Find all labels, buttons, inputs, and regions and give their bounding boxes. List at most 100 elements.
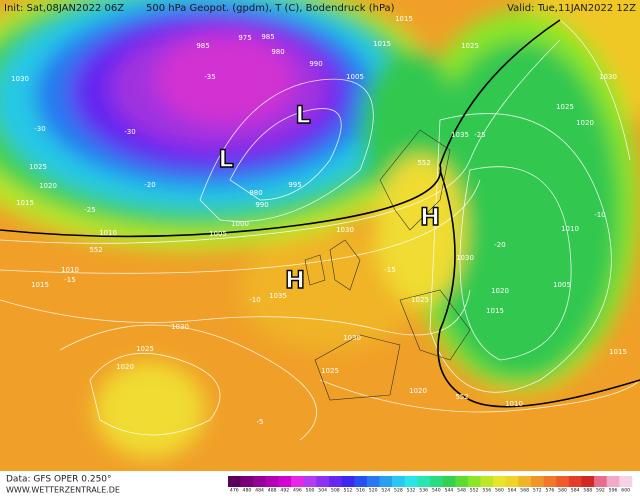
isobar-label: 985 (196, 42, 209, 50)
isobar-label: 1025 (556, 103, 574, 111)
temperature-label: -5 (257, 418, 264, 426)
colorbar-swatch (341, 476, 355, 487)
colorbar-label: 572 (533, 488, 542, 494)
isobar-label: 1015 (609, 348, 627, 356)
temperature-label: -30 (124, 128, 135, 136)
colorbar-swatch (543, 476, 557, 487)
valid-time: Valid: Tue,11JAN2022 12Z (507, 3, 636, 14)
colorbar-label: 484 (255, 488, 264, 494)
isobar-label: 1015 (16, 199, 34, 207)
colorbar-label: 492 (280, 488, 289, 494)
colorbar-swatch (291, 476, 305, 487)
colorbar-label: 516 (356, 488, 365, 494)
colorbar-label: 564 (508, 488, 517, 494)
colorbar-label: 568 (520, 488, 529, 494)
isobar-label: 1035 (269, 292, 287, 300)
site-url: WWW.WETTERZENTRALE.DE (6, 486, 120, 495)
isobar-label: 1025 (321, 367, 339, 375)
isobar-label: 1010 (61, 266, 79, 274)
isobar-label: 995 (288, 181, 301, 189)
colorbar-swatch (228, 476, 241, 487)
isobar-label: 985 (261, 33, 274, 41)
colorbar-label: 528 (394, 488, 403, 494)
temperature-label: -10 (249, 296, 260, 304)
height-label: 552 (89, 246, 102, 254)
colorbar-label: 508 (331, 488, 340, 494)
height-label: 552 (417, 159, 430, 167)
colorbar-swatch (240, 476, 254, 487)
colorbar-swatch (404, 476, 418, 487)
colorbar-label: 476 (230, 488, 239, 494)
height-label: 552 (455, 393, 468, 401)
isobar-label: 1015 (395, 15, 413, 23)
isobar-label: 1030 (456, 254, 474, 262)
colorbar-swatch (455, 476, 469, 487)
temperature-label: -25 (84, 206, 95, 214)
isobar-label: 990 (309, 60, 322, 68)
isobar-label: 1020 (409, 387, 427, 395)
colorbar-swatch (568, 476, 582, 487)
isobar-label: 1010 (99, 229, 117, 237)
colorbar-label: 496 (293, 488, 302, 494)
colorbar-swatch (619, 476, 633, 487)
isobar-label: 1030 (11, 75, 29, 83)
colorbar-label: 504 (318, 488, 327, 494)
isobar-label: 1020 (576, 119, 594, 127)
colorbar-swatch (316, 476, 330, 487)
isobar-label: 980 (271, 48, 284, 56)
isobar-label: 1030 (336, 226, 354, 234)
isobar-label: 1030 (171, 323, 189, 331)
colorbar-swatch (594, 476, 608, 487)
isobars (0, 19, 640, 441)
colorbar-label: 560 (495, 488, 504, 494)
isobar-label: 1025 (461, 42, 479, 50)
temperature-label: -15 (64, 276, 75, 284)
colorbar-label: 600 (621, 488, 630, 494)
isobar-label: 1005 (346, 73, 364, 81)
isobar-label: 1025 (136, 345, 154, 353)
isobar-label: 1015 (486, 307, 504, 315)
isobar-label: 1010 (505, 400, 523, 408)
colorbar-swatch (329, 476, 342, 487)
temperature-label: -25 (474, 131, 485, 139)
colorbar-swatch (417, 476, 431, 487)
temperature-label: -20 (494, 241, 505, 249)
colorbar-label: 592 (596, 488, 605, 494)
isobar-label: 1025 (411, 296, 429, 304)
colorbar-label: 576 (546, 488, 555, 494)
colorbar-label: 532 (407, 488, 416, 494)
isobar-label: 1015 (373, 40, 391, 48)
colorbar-label: 548 (457, 488, 466, 494)
colorbar-swatch (278, 476, 292, 487)
colorbar-swatch (556, 476, 570, 487)
isobar-label: 1005 (209, 230, 227, 238)
temperature-label: -35 (204, 73, 215, 81)
colorbar-swatch (354, 476, 368, 487)
colorbar-label: 580 (558, 488, 567, 494)
isobar-label: 1015 (31, 281, 49, 289)
colorbar-label: 552 (470, 488, 479, 494)
colorbar-swatch (581, 476, 595, 487)
colorbar-label: 512 (344, 488, 353, 494)
colorbar-label: 556 (482, 488, 491, 494)
pressure-center: H (285, 266, 305, 294)
colorbar-swatch (531, 476, 544, 487)
isobar-label: 1030 (599, 73, 617, 81)
map-title: 500 hPa Geopot. (gpdm), T (C), Bodendruc… (146, 3, 395, 14)
isobar-label: 1000 (231, 220, 249, 228)
data-source: Data: GFS OPER 0.250° (6, 475, 112, 485)
temperature-label: -15 (384, 266, 395, 274)
isobar-label: 1035 (451, 131, 469, 139)
pressure-center: L (295, 101, 310, 129)
isobar-label: 1020 (491, 287, 509, 295)
colorbar-swatch (392, 476, 406, 487)
colorbar: 476 480 484 488 492 496 500 504 508 512 516 520 524 5… (228, 476, 633, 494)
colorbar-swatch (505, 476, 519, 487)
map-field (0, 0, 640, 471)
coastlines (304, 129, 471, 401)
isobar-label: 990 (255, 201, 268, 209)
init-time: Init: Sat,08JAN2022 06Z (4, 3, 124, 14)
552-line (0, 19, 640, 408)
